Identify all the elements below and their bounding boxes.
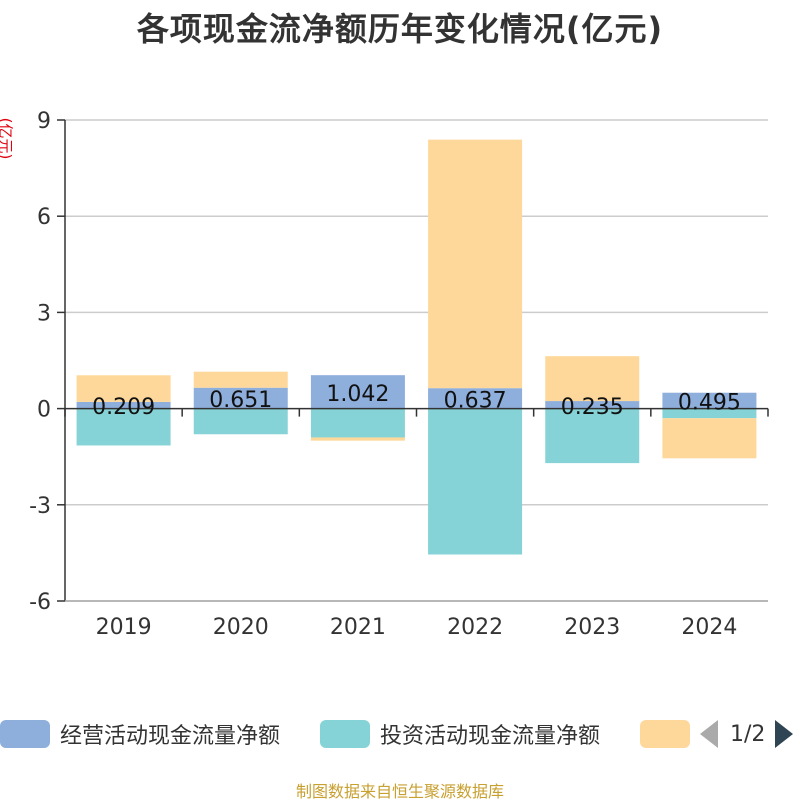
legend-prev-arrow-icon[interactable]: [700, 720, 718, 748]
y-tick-label: 9: [37, 109, 51, 134]
data-label-2020: 0.651: [209, 388, 272, 413]
legend-page-indicator: 1/2: [730, 721, 766, 747]
source-note: 制图数据来自恒生聚源数据库: [295, 782, 504, 801]
bars: [76, 139, 757, 555]
legend-item-investing[interactable]: 投资活动现金流量净额: [320, 716, 600, 752]
y-tick-label: 0: [37, 398, 51, 423]
bar-2021-series-1[interactable]: [310, 408, 405, 438]
bar-2020-series-2[interactable]: [193, 371, 288, 388]
legend-next-arrow-icon[interactable]: [775, 720, 794, 748]
bar-2020-series-1[interactable]: [193, 408, 288, 435]
legend-item-financing[interactable]: [640, 716, 700, 752]
bar-2019-series-2[interactable]: [76, 375, 171, 402]
legend-label-investing: 投资活动现金流量净额: [380, 724, 601, 749]
data-label-2023: 0.235: [561, 395, 624, 420]
x-tick-label-2024: 2024: [681, 615, 737, 640]
bar-2022-series-1[interactable]: [428, 408, 523, 555]
legend: 经营活动现金流量净额 投资活动现金流量净额 1/2: [0, 716, 800, 752]
bar-2024-series-2[interactable]: [662, 418, 757, 459]
x-tick-label-2019: 2019: [96, 615, 152, 640]
bar-2022-series-2[interactable]: [428, 139, 523, 389]
x-tick-label-2020: 2020: [213, 615, 269, 640]
x-tick-label-2022: 2022: [447, 615, 503, 640]
gridlines: [65, 119, 768, 602]
data-label-2024: 0.495: [678, 391, 741, 416]
chart-title: 各项现金流净额历年变化情况(亿元): [136, 10, 664, 48]
data-label-2022: 0.637: [444, 388, 507, 413]
legend-swatch-operating: [0, 720, 50, 748]
bar-2024-series-1[interactable]: [662, 408, 757, 419]
legend-swatch-financing: [640, 720, 690, 748]
bar-2020-series-0[interactable]: [193, 387, 288, 409]
bar-2023-series-0[interactable]: [545, 401, 640, 409]
legend-label-operating: 经营活动现金流量净额: [60, 724, 281, 749]
data-label-2021: 1.042: [326, 382, 389, 407]
bar-2022-series-0[interactable]: [428, 388, 523, 409]
data-labels: 0.209 0.651 1.042 0.637 0.235 0.495: [92, 382, 741, 420]
data-label-2019: 0.209: [92, 395, 155, 420]
bar-2019-series-1[interactable]: [76, 408, 171, 446]
bar-2019-series-0[interactable]: [76, 401, 171, 409]
bar-2023-series-2[interactable]: [545, 356, 640, 402]
y-tick-label: 6: [37, 205, 51, 230]
axes: -6 -3 0 3 6 9 2019 2020 2021 2022 2023 2024: [29, 109, 769, 640]
bar-2021-series-0[interactable]: [310, 375, 405, 409]
bar-2024-series-0[interactable]: [662, 392, 757, 409]
bar-2023-series-1[interactable]: [545, 408, 640, 464]
legend-swatch-investing: [320, 720, 370, 748]
legend-pager: 1/2: [700, 716, 794, 752]
bar-2021-series-2[interactable]: [310, 437, 405, 441]
x-tick-label-2023: 2023: [564, 615, 620, 640]
y-tick-label: -3: [29, 494, 51, 519]
x-tick-label-2021: 2021: [330, 615, 386, 640]
y-tick-label: 3: [37, 301, 51, 326]
legend-item-operating[interactable]: 经营活动现金流量净额: [0, 716, 280, 752]
y-tick-label: -6: [29, 590, 51, 615]
